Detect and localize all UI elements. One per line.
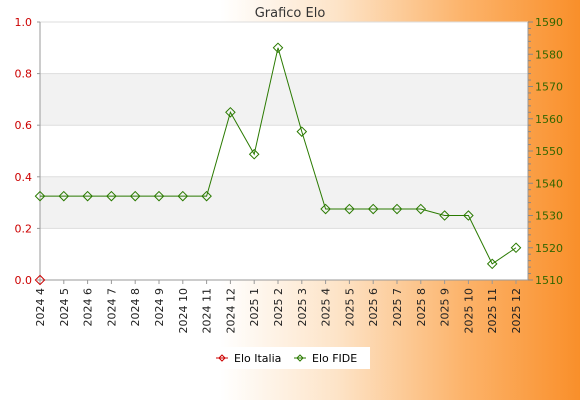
x-tick-label: 2024 9 [153,288,166,327]
data-point [296,126,308,137]
data-point [225,106,236,118]
chart-legend: Elo Italia Elo FIDE [210,347,370,369]
x-tick-label: 2025 12 [510,288,523,334]
x-tick-label: 2025 8 [415,288,428,327]
right-tick-label: 1550 [535,145,563,158]
data-point [510,242,522,254]
data-point [391,203,403,215]
legend-label: Elo Italia [234,352,281,365]
data-point [272,42,284,54]
x-tick-label: 2025 1 [248,288,261,327]
x-tick-label: 2024 12 [224,288,237,334]
left-tick-label: 0.0 [15,274,33,287]
right-tick-label: 1560 [535,113,563,126]
left-tick-label: 0.8 [15,68,33,81]
plot-area: 0.0 0.2 0.4 0.6 0.8 1.0 1510 1520 1530 1540 1550 15… [15,16,564,334]
data-point [439,210,450,221]
data-point [106,190,117,202]
x-tick-label: 2025 11 [486,288,499,334]
series-elo-italia [34,274,46,286]
data-point [248,148,260,160]
right-tick-label: 1530 [535,210,563,223]
data-point [153,190,165,202]
data-point [177,190,189,202]
data-point [415,203,427,215]
x-tick-label: 2025 7 [391,288,404,327]
right-tick-label: 1510 [535,274,563,287]
data-point [129,190,141,202]
grid-band [40,176,528,229]
x-tick-label: 2025 4 [320,288,333,327]
series-line [40,47,517,265]
right-tick-label: 1580 [535,48,563,61]
x-tick-label: 2024 5 [58,288,71,327]
left-tick-label: 0.4 [15,171,33,184]
series-elo-fide [34,42,522,270]
legend-box [210,347,370,369]
data-point [344,203,355,215]
legend-marker [296,354,304,362]
legend-marker [218,354,226,362]
x-tick-label: 2024 4 [34,288,47,327]
left-tick-label: 0.2 [15,222,33,235]
data-point [34,190,46,202]
x-tick-label: 2024 11 [201,288,214,334]
data-point [58,190,70,202]
grid-band [40,73,528,126]
legend-label: Elo FIDE [312,352,357,365]
left-tick-label: 1.0 [15,16,33,29]
data-point [34,274,46,286]
data-point [463,210,474,221]
x-tick-label: 2025 2 [272,288,285,327]
x-tick-label: 2024 7 [105,288,118,327]
x-tick-label: 2025 3 [296,288,309,327]
data-point [82,190,93,202]
x-tick-label: 2025 10 [462,288,475,334]
left-tick-label: 0.6 [15,119,33,132]
data-point [320,203,331,215]
right-tick-label: 1540 [535,177,563,190]
right-tick-label: 1590 [535,16,563,29]
x-tick-label: 2024 6 [82,288,95,327]
data-point [486,258,498,270]
x-tick-label: 2024 8 [129,288,142,327]
data-point [367,203,379,215]
x-tick-label: 2025 6 [367,288,380,327]
data-point [201,190,212,202]
x-tick-label: 2025 9 [439,288,452,327]
x-tick-label: 2025 5 [343,288,356,327]
plot-background [40,22,528,280]
right-tick-label: 1520 [535,242,563,255]
chart-title: Grafico Elo [255,6,326,21]
x-tick-label: 2024 10 [177,288,190,334]
right-tick-label: 1570 [535,81,563,94]
